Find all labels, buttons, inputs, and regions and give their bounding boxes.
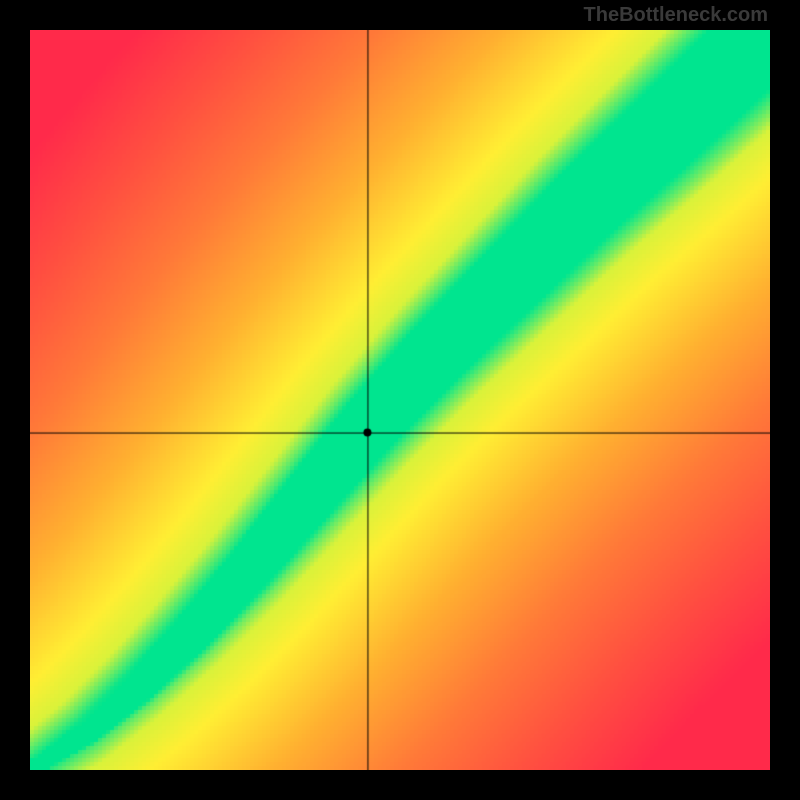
chart-container: TheBottleneck.com	[0, 0, 800, 800]
heatmap-canvas	[30, 30, 770, 770]
plot-area	[30, 30, 770, 770]
watermark-text: TheBottleneck.com	[584, 4, 768, 27]
